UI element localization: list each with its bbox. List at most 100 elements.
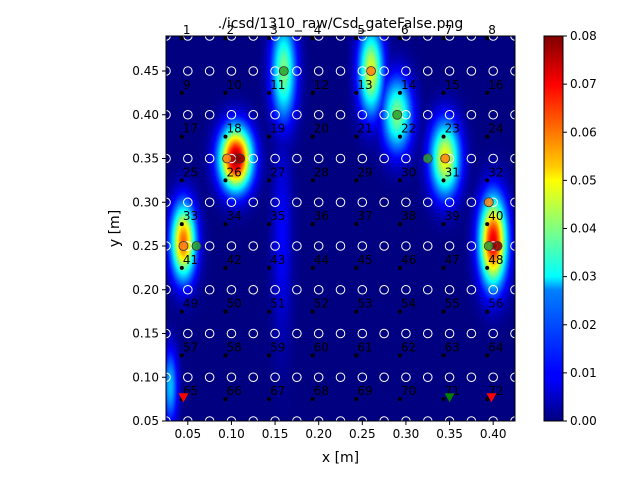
electrode-label: 10 [226,78,241,92]
colorbar-tick-label: 0.06 [570,125,597,139]
grid-point [226,416,237,421]
electrode-label: 9 [183,78,191,92]
electrode-label: 20 [314,122,329,136]
electrode-label: 28 [314,165,329,179]
grid-point [292,284,302,295]
grid-point [270,284,280,295]
peak-marker [178,241,189,251]
grid-point [292,416,302,421]
electrode-dot [310,309,315,314]
electrode-dot [354,353,359,358]
electrode-label: 32 [488,165,503,179]
grid-point [357,153,368,164]
grid-point [270,197,280,208]
grid-point [379,416,389,421]
peak-marker [222,153,232,164]
electrode-dot [310,90,315,95]
grid-point [292,66,302,76]
grid-point [183,328,193,339]
electrode-label: 39 [445,209,460,223]
peak-marker [483,241,494,251]
grid-point [422,372,433,383]
source-marker [486,393,497,403]
electrode-dot [267,178,272,183]
grid-point [444,109,455,120]
electrode-label: 66 [226,384,241,398]
grid-point [488,153,498,164]
electrode-label: 51 [270,297,285,311]
grid-point [226,284,237,295]
electrode-dot [397,90,402,95]
electrode-label: 62 [401,340,416,354]
electrode-dot [397,36,402,41]
electrode-label: 16 [488,78,503,92]
electrode-dot [354,134,359,139]
y-axis-label: y [m] [107,210,123,247]
electrode-label: 14 [401,78,416,92]
x-tick-label: 0.10 [218,427,245,441]
electrode-dot [223,353,228,358]
grid-point [292,153,302,164]
grid-point [379,284,389,295]
grid-point [292,197,302,208]
x-tick-label: 0.40 [480,427,507,441]
grid-point [270,372,280,383]
grid-point [204,328,215,339]
grid-point [357,241,368,251]
source-marker [178,393,189,403]
grid-point [226,109,237,120]
grid-point [466,416,477,421]
grid-point [488,66,498,76]
peak-marker [492,241,503,251]
grid-point [183,284,193,295]
electrode-dot [354,36,359,41]
x-tick-label: 0.20 [305,427,332,441]
grid-point [335,197,346,208]
electrode-label: 5 [357,23,365,37]
grid-point [422,109,433,120]
electrode-label: 27 [270,165,285,179]
grid-point [166,197,171,208]
electrode-label: 36 [314,209,329,223]
grid-point [401,153,411,164]
grid-point [292,372,302,383]
heatmap-image [166,36,515,421]
grid-point [313,372,324,383]
electrode-dot [485,36,490,41]
grid-point [422,66,433,76]
grid-point [357,416,368,421]
grid-point [204,153,215,164]
electrode-dot [485,134,490,139]
electrode-label: 64 [488,340,503,354]
electrode-label: 31 [445,165,460,179]
electrode-dot [354,90,359,95]
electrode-dot [441,397,446,402]
grid-point [248,66,259,76]
grid-point [335,284,346,295]
grid-point [466,66,477,76]
grid-point [422,416,433,421]
y-tick-label: 0.40 [132,108,159,122]
electrode-dot [354,309,359,314]
electrode-label: 42 [226,253,241,267]
electrode-label: 69 [357,384,372,398]
grid-point [379,153,389,164]
grid-point [166,372,171,383]
grid-point [270,109,280,120]
grid-point [204,66,215,76]
electrode-label: 21 [357,122,372,136]
colorbar-tick-label: 0.05 [570,173,597,187]
grid-point [204,284,215,295]
electrode-dot [179,36,184,41]
grid-point [292,109,302,120]
grid-point [466,284,477,295]
electrode-label: 67 [270,384,285,398]
electrode-dot [397,397,402,402]
grid-point [335,66,346,76]
x-tick-label: 0.35 [436,427,463,441]
electrode-dot [485,90,490,95]
electrode-label: 37 [357,209,372,223]
grid-point [401,372,411,383]
grid-point [166,241,171,251]
